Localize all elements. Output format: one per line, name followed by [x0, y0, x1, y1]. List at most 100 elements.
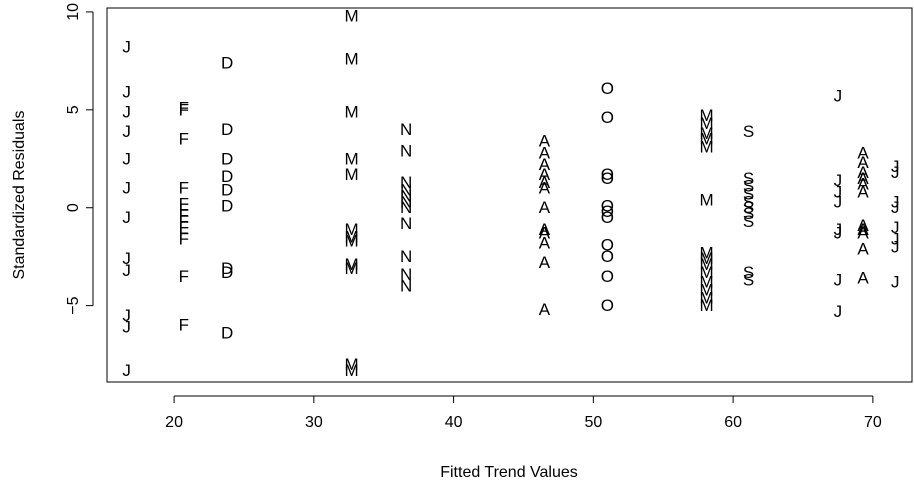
data-point: O	[601, 165, 614, 184]
data-point: M	[699, 130, 713, 149]
data-point: N	[400, 141, 412, 160]
data-point: J	[122, 261, 131, 280]
data-point: J	[891, 218, 900, 237]
data-point: A	[539, 179, 551, 198]
data-point: D	[221, 259, 233, 278]
data-point: O	[601, 79, 614, 98]
data-point: F	[179, 98, 189, 117]
data-point: J	[122, 38, 131, 57]
data-point: M	[344, 6, 358, 25]
data-point: M	[699, 296, 713, 315]
data-point: J	[122, 306, 131, 325]
data-point: J	[122, 249, 131, 268]
data-point: F	[179, 267, 189, 286]
data-point: M	[699, 249, 713, 268]
data-point: D	[221, 181, 233, 200]
data-point: M	[344, 165, 358, 184]
data-point: M	[699, 190, 713, 209]
data-point: M	[344, 228, 358, 247]
data-point: J	[122, 102, 131, 121]
data-point: J	[891, 230, 900, 249]
data-point: A	[857, 169, 869, 188]
data-point: M	[344, 220, 358, 239]
data-point: S	[743, 192, 754, 211]
data-point: J	[891, 192, 900, 211]
data-point: J	[122, 361, 131, 380]
data-point: J	[834, 87, 843, 106]
x-axis-title: Fitted Trend Values	[440, 464, 578, 481]
data-point: N	[400, 181, 412, 200]
data-point: O	[601, 169, 614, 188]
data-point: M	[699, 106, 713, 125]
y-axis-title: Standardized Residuals	[11, 111, 28, 280]
data-point: A	[857, 143, 869, 162]
data-point: N	[400, 265, 412, 284]
data-point: D	[221, 149, 233, 168]
data-point: O	[601, 247, 614, 266]
data-point: M	[344, 102, 358, 121]
data-point: O	[601, 196, 614, 215]
data-point: M	[699, 263, 713, 282]
data-point: A	[857, 153, 869, 172]
data-point: A	[539, 155, 551, 174]
data-point: N	[400, 214, 412, 233]
data-point: M	[699, 124, 713, 143]
data-point: S	[743, 212, 754, 231]
data-point: N	[400, 120, 412, 139]
data-point: M	[344, 49, 358, 68]
data-point: O	[601, 202, 614, 221]
data-point: F	[179, 200, 189, 219]
data-point: A	[539, 300, 551, 319]
data-point: J	[834, 271, 843, 290]
data-point: M	[344, 355, 358, 374]
data-point: M	[344, 259, 358, 278]
data-point: J	[834, 220, 843, 239]
data-point: J	[891, 157, 900, 176]
data-point: D	[221, 263, 233, 282]
data-point: M	[344, 149, 358, 168]
data-point: J	[834, 192, 843, 211]
data-point: S	[743, 271, 754, 290]
data-point: M	[344, 232, 358, 251]
data-point: S	[743, 177, 754, 196]
data-point: O	[601, 208, 614, 227]
data-point: M	[699, 273, 713, 292]
data-point: F	[179, 230, 189, 249]
data-point: J	[891, 163, 900, 182]
x-tick-label: 50	[584, 414, 602, 431]
data-point: A	[539, 173, 551, 192]
data-point: A	[539, 253, 551, 272]
data-point: M	[699, 114, 713, 133]
data-point: D	[221, 120, 233, 139]
data-point: J	[834, 302, 843, 321]
data-point: F	[179, 316, 189, 335]
data-point: A	[857, 163, 869, 182]
data-point: J	[834, 183, 843, 202]
data-point: M	[344, 255, 358, 274]
data-point: F	[179, 130, 189, 149]
data-point: F	[179, 179, 189, 198]
data-point: A	[857, 220, 869, 239]
data-point: J	[122, 318, 131, 337]
data-point: N	[400, 277, 412, 296]
data-point: S	[743, 122, 754, 141]
data-point: M	[699, 243, 713, 262]
plot-frame	[106, 7, 913, 383]
data-point: A	[857, 175, 869, 194]
data-point: F	[179, 218, 189, 237]
y-tick-label: 10	[65, 3, 82, 21]
data-point: J	[122, 179, 131, 198]
data-point: F	[179, 224, 189, 243]
data-point: M	[699, 138, 713, 157]
data-point: J	[891, 237, 900, 256]
data-point: O	[601, 235, 614, 254]
data-point: O	[601, 296, 614, 315]
x-tick-label: 60	[724, 414, 742, 431]
data-point: J	[122, 208, 131, 227]
data-point: N	[400, 192, 412, 211]
data-point: M	[344, 361, 358, 380]
data-point: A	[857, 224, 869, 243]
data-point: D	[221, 324, 233, 343]
data-point: A	[539, 220, 551, 239]
